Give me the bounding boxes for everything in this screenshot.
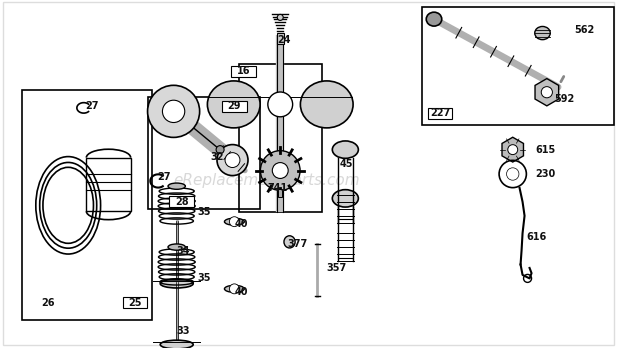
Text: 25: 25 <box>128 298 142 308</box>
Text: 40: 40 <box>235 287 249 297</box>
Circle shape <box>260 151 300 190</box>
Ellipse shape <box>168 183 185 189</box>
Text: 227: 227 <box>430 108 450 118</box>
Text: 27: 27 <box>157 173 171 182</box>
Ellipse shape <box>224 285 244 292</box>
Circle shape <box>162 100 185 122</box>
Text: 741: 741 <box>267 183 287 193</box>
Ellipse shape <box>224 218 244 225</box>
Text: 33: 33 <box>176 326 190 335</box>
Text: 377: 377 <box>288 239 308 248</box>
Circle shape <box>148 85 200 137</box>
Bar <box>22 90 152 320</box>
Bar <box>422 7 614 125</box>
Text: 230: 230 <box>536 169 556 179</box>
Circle shape <box>225 153 240 167</box>
Text: 616: 616 <box>526 232 546 242</box>
Text: 29: 29 <box>228 101 241 111</box>
Text: 357: 357 <box>327 263 347 273</box>
Text: 35: 35 <box>198 274 211 283</box>
Circle shape <box>229 284 239 294</box>
Bar <box>231 66 256 77</box>
Ellipse shape <box>427 12 441 26</box>
Bar <box>239 64 322 212</box>
Bar <box>277 33 284 44</box>
Text: 35: 35 <box>198 207 211 216</box>
Circle shape <box>272 163 288 179</box>
Circle shape <box>508 145 518 155</box>
Circle shape <box>216 146 224 153</box>
Text: 26: 26 <box>42 298 55 308</box>
Text: eReplacementParts.com: eReplacementParts.com <box>173 173 360 189</box>
Text: 24: 24 <box>277 35 291 45</box>
Ellipse shape <box>534 26 551 40</box>
Ellipse shape <box>332 141 358 158</box>
Text: 27: 27 <box>85 101 99 111</box>
Ellipse shape <box>160 340 193 348</box>
Text: 45: 45 <box>339 159 353 168</box>
Bar <box>222 101 247 112</box>
Circle shape <box>217 144 248 176</box>
Text: 34: 34 <box>176 246 190 255</box>
Ellipse shape <box>168 244 185 250</box>
Circle shape <box>229 217 239 227</box>
Ellipse shape <box>207 81 260 128</box>
Text: 562: 562 <box>574 25 594 34</box>
Text: 28: 28 <box>175 197 188 207</box>
Circle shape <box>277 14 283 21</box>
Bar <box>169 196 194 207</box>
Text: 40: 40 <box>235 220 249 229</box>
Ellipse shape <box>284 236 295 248</box>
Text: 16: 16 <box>237 66 250 76</box>
Ellipse shape <box>300 81 353 128</box>
Bar <box>123 297 148 308</box>
Circle shape <box>541 87 552 98</box>
Bar <box>428 108 453 119</box>
Bar <box>278 189 282 197</box>
Text: 32: 32 <box>210 152 224 161</box>
Ellipse shape <box>160 279 193 288</box>
Bar <box>148 97 260 209</box>
Text: 592: 592 <box>554 94 574 104</box>
Ellipse shape <box>332 190 358 207</box>
Bar <box>86 158 131 211</box>
Text: 615: 615 <box>536 145 556 155</box>
Circle shape <box>268 92 293 117</box>
